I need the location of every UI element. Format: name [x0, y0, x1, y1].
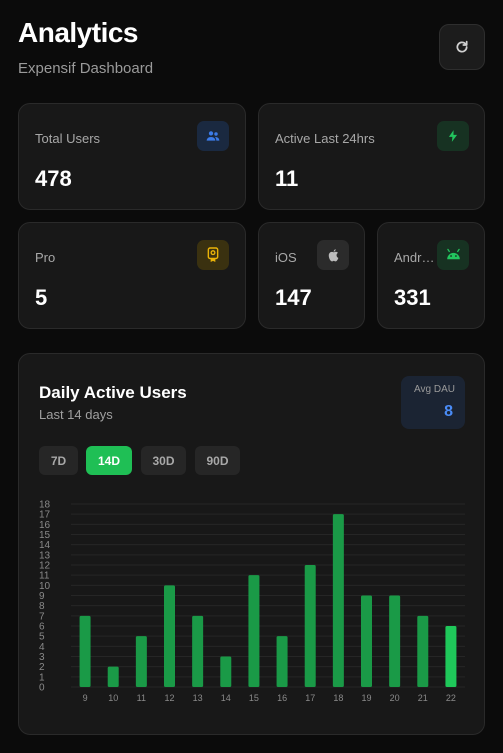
apple-icon	[317, 240, 349, 270]
x-tick-label: 16	[277, 693, 287, 703]
x-tick-label: 17	[305, 693, 315, 703]
ios-value: 147	[275, 285, 312, 310]
y-tick-label: 18	[39, 500, 51, 511]
ios-label: iOS	[275, 250, 297, 265]
y-tick-label: 0	[39, 683, 45, 694]
bar-day-18	[332, 514, 344, 687]
android-value: 331	[394, 285, 431, 310]
bar-day-19	[361, 595, 372, 687]
active-24h-card: Active Last 24hrs 11	[258, 103, 485, 210]
pro-card: Pro 5	[18, 222, 246, 329]
y-tick-label: 15	[39, 530, 51, 541]
ios-card: iOS 147	[258, 222, 365, 329]
x-tick-label: 11	[137, 693, 146, 703]
x-tick-label: 22	[446, 693, 456, 703]
x-tick-label: 10	[108, 693, 118, 703]
total-users-card: Total Users 478	[18, 103, 246, 210]
bar-day-12	[164, 585, 175, 687]
y-tick-label: 5	[39, 632, 45, 643]
range-30d-button[interactable]: 30D	[141, 446, 186, 475]
android-card: Andr… 331	[377, 222, 485, 329]
bolt-icon	[437, 121, 469, 151]
bar-day-9	[79, 615, 91, 687]
x-tick-label: 21	[418, 693, 428, 703]
y-tick-label: 11	[39, 571, 50, 582]
bar-day-10	[107, 666, 119, 687]
refresh-button[interactable]	[439, 24, 485, 70]
bar-day-16	[276, 636, 288, 687]
x-tick-label: 13	[193, 693, 203, 703]
y-tick-label: 16	[39, 520, 51, 531]
range-7d-button[interactable]: 7D	[39, 446, 78, 475]
android-icon	[437, 240, 469, 270]
x-tick-label: 20	[390, 693, 400, 703]
y-tick-label: 3	[39, 652, 45, 663]
page-title: Analytics	[18, 17, 139, 48]
y-tick-label: 6	[39, 622, 45, 633]
bar-day-15	[248, 575, 260, 687]
bar-day-21	[417, 615, 429, 687]
pro-label: Pro	[35, 250, 56, 265]
y-tick-label: 10	[39, 581, 51, 592]
page-subtitle: Expensif Dashboard	[18, 60, 154, 77]
pro-value: 5	[35, 285, 48, 310]
x-tick-label: 14	[221, 693, 231, 703]
active-24h-value: 11	[275, 166, 299, 191]
y-tick-label: 9	[39, 591, 45, 602]
bar-day-11	[135, 636, 147, 687]
bar-day-13	[192, 615, 204, 687]
y-tick-label: 12	[39, 561, 51, 572]
y-tick-label: 17	[39, 510, 51, 521]
x-tick-label: 18	[333, 693, 343, 703]
y-tick-label: 8	[39, 601, 45, 612]
avg-dau-box: Avg DAU 8	[401, 376, 465, 429]
y-tick-label: 4	[39, 642, 45, 653]
active-24h-label: Active Last 24hrs	[275, 131, 375, 146]
badge-icon	[197, 240, 229, 270]
x-tick-label: 19	[361, 693, 371, 703]
y-tick-label: 7	[39, 611, 45, 622]
x-tick-label: 9	[83, 693, 88, 703]
android-label: Andr…	[394, 250, 435, 265]
y-tick-label: 1	[39, 672, 45, 683]
y-tick-label: 2	[39, 662, 45, 673]
y-tick-label: 13	[39, 550, 51, 561]
bar-day-22	[445, 626, 457, 687]
range-90d-button[interactable]: 90D	[195, 446, 240, 475]
x-tick-label: 15	[249, 693, 259, 703]
y-tick-label: 14	[39, 540, 51, 551]
chart-subtitle: Last 14 days	[39, 407, 113, 422]
users-icon	[197, 121, 229, 151]
x-tick-label: 12	[164, 693, 174, 703]
chart-title: Daily Active Users	[39, 383, 187, 402]
refresh-icon	[456, 40, 468, 53]
bar-day-20	[389, 595, 401, 687]
total-users-value: 478	[35, 166, 72, 191]
range-14d-button[interactable]: 14D	[86, 446, 132, 475]
bar-day-14	[220, 656, 232, 687]
total-users-label: Total Users	[35, 131, 101, 146]
dau-chart-card: Daily Active Users Last 14 days Avg DAU …	[18, 353, 485, 735]
avg-dau-label: Avg DAU	[414, 384, 455, 395]
bar-day-17	[304, 565, 316, 687]
avg-dau-value: 8	[444, 403, 453, 420]
